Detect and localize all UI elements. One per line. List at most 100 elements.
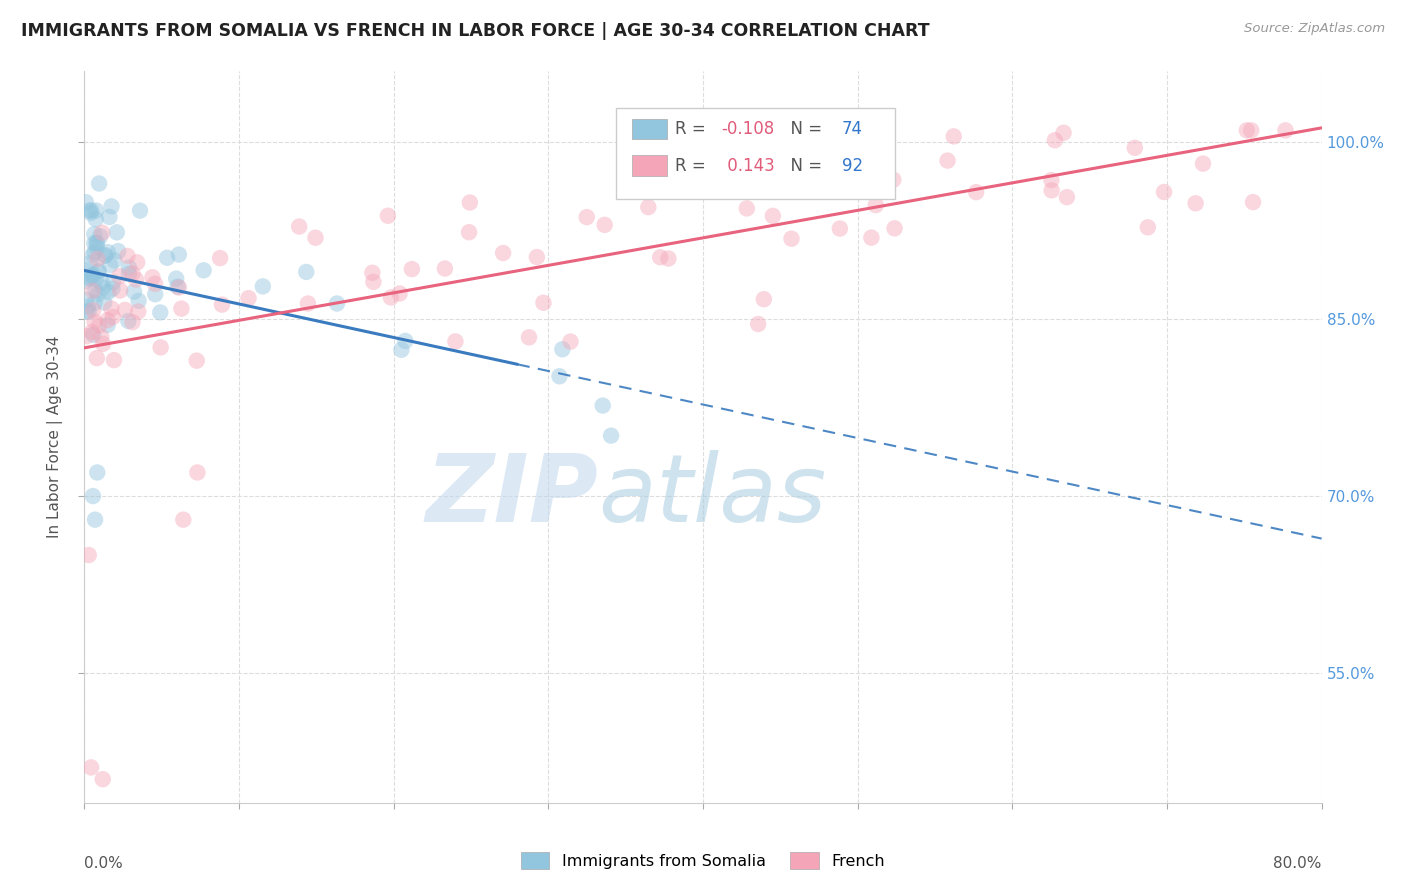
- Point: [377, 209, 399, 223]
- Point: [82, 489, 104, 503]
- Point: [75, 263, 97, 277]
- Point: [167, 247, 190, 261]
- Point: [172, 513, 194, 527]
- Point: [94, 248, 117, 262]
- Point: [79, 206, 101, 220]
- Point: [117, 314, 139, 328]
- Point: [84, 513, 107, 527]
- Point: [83, 315, 105, 329]
- Point: [787, 166, 810, 180]
- Point: [129, 203, 152, 218]
- Point: [1241, 195, 1264, 210]
- Point: [87, 264, 110, 278]
- Point: [394, 334, 416, 348]
- Point: [458, 195, 481, 210]
- Point: [87, 287, 110, 301]
- Point: [84, 272, 107, 286]
- Point: [79, 270, 101, 285]
- Point: [526, 250, 548, 264]
- Point: [86, 235, 108, 250]
- Y-axis label: In Labor Force | Age 30-34: In Labor Force | Age 30-34: [46, 335, 63, 539]
- Text: N =: N =: [780, 120, 827, 138]
- Point: [458, 225, 481, 239]
- Point: [141, 270, 163, 285]
- Point: [77, 203, 100, 218]
- Point: [657, 252, 679, 266]
- Point: [84, 212, 107, 227]
- Point: [84, 203, 107, 218]
- Point: [380, 291, 402, 305]
- Point: [103, 353, 125, 368]
- Point: [121, 267, 143, 281]
- Text: 92: 92: [842, 157, 863, 175]
- Point: [117, 249, 139, 263]
- Point: [87, 318, 110, 333]
- Point: [91, 336, 114, 351]
- FancyBboxPatch shape: [616, 108, 894, 200]
- Point: [650, 250, 672, 264]
- Point: [80, 203, 103, 218]
- Point: [936, 153, 959, 168]
- Point: [401, 262, 423, 277]
- Point: [700, 158, 723, 172]
- Point: [548, 369, 571, 384]
- Point: [1040, 183, 1063, 197]
- Point: [86, 466, 108, 480]
- Point: [82, 268, 104, 283]
- Point: [91, 772, 114, 787]
- Point: [128, 293, 150, 308]
- Point: [209, 251, 232, 265]
- Point: [83, 227, 105, 242]
- Point: [82, 325, 104, 339]
- Point: [122, 285, 145, 299]
- Point: [86, 241, 108, 255]
- Text: 0.0%: 0.0%: [84, 856, 124, 871]
- Text: ZIP: ZIP: [425, 450, 598, 541]
- Point: [252, 279, 274, 293]
- Point: [637, 200, 659, 214]
- Point: [125, 272, 148, 286]
- Point: [87, 264, 110, 278]
- Point: [83, 245, 105, 260]
- Point: [86, 252, 108, 266]
- Point: [108, 269, 131, 284]
- Point: [860, 230, 883, 244]
- Point: [170, 301, 193, 316]
- Point: [1052, 126, 1074, 140]
- Point: [86, 235, 108, 250]
- Point: [101, 282, 124, 296]
- Point: [828, 221, 851, 235]
- Point: [295, 265, 318, 279]
- Point: [211, 297, 233, 311]
- Point: [87, 177, 110, 191]
- Point: [149, 305, 172, 319]
- Point: [75, 274, 97, 288]
- Point: [97, 245, 120, 260]
- Point: [882, 172, 904, 186]
- Point: [82, 268, 104, 282]
- Point: [76, 304, 98, 318]
- Point: [105, 225, 128, 239]
- Point: [94, 249, 117, 263]
- Text: 80.0%: 80.0%: [1274, 856, 1322, 871]
- Point: [82, 303, 104, 318]
- Point: [1240, 123, 1263, 137]
- Point: [118, 260, 141, 275]
- Point: [186, 353, 208, 368]
- Point: [89, 229, 111, 244]
- Point: [165, 271, 187, 285]
- FancyBboxPatch shape: [633, 119, 666, 139]
- Point: [762, 209, 785, 223]
- Point: [600, 428, 623, 442]
- Point: [942, 129, 965, 144]
- Point: [114, 302, 136, 317]
- Point: [149, 340, 172, 354]
- Point: [91, 226, 114, 240]
- Point: [90, 275, 112, 289]
- Point: [103, 253, 125, 268]
- Point: [86, 351, 108, 365]
- Point: [735, 202, 758, 216]
- Point: [1040, 173, 1063, 187]
- Point: [592, 399, 614, 413]
- Point: [166, 279, 188, 293]
